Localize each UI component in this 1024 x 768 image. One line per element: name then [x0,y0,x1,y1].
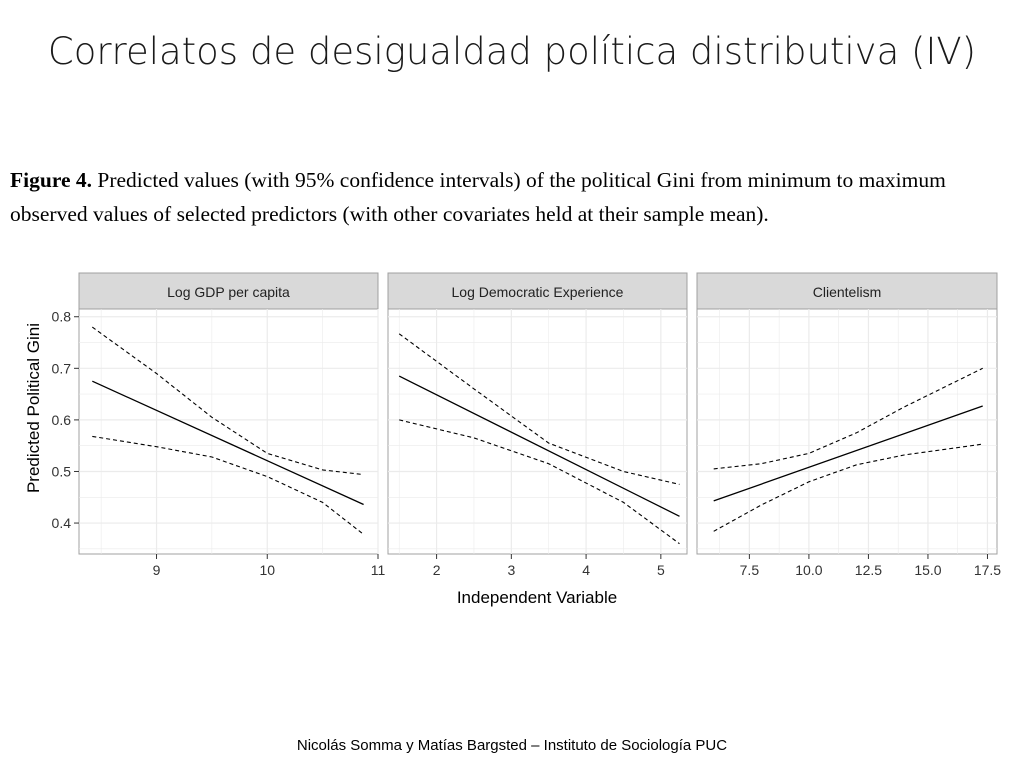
x-tick-label: 7.5 [740,562,760,578]
y-axis: 0.4 0.5 0.6 0.7 0.8 [52,309,79,531]
facet-strip [387,272,688,310]
panel-grid [697,309,997,554]
x-tick-label: 2 [433,562,441,578]
x-tick-label: 10.0 [795,562,822,578]
facet-strip-label: Log Democratic Experience [452,284,624,300]
y-tick-label: 0.8 [52,309,72,325]
figure-caption-text: Predicted values (with 95% confidence in… [10,168,946,226]
facet-strip [78,272,379,310]
fitted-line [713,405,983,502]
panel-background [78,308,379,555]
x-tick-label: 10 [259,562,275,578]
y-tick-label: 0.4 [52,515,72,531]
x-tick-label: 3 [507,562,515,578]
facet-strip-label: Log GDP per capita [167,284,290,300]
figure-caption-label: Figure 4. [10,168,93,192]
y-tick-label: 0.5 [52,463,72,479]
x-tick-label: 5 [657,562,665,578]
chart-panel: Log GDP per capita 9 10 11 [78,272,386,578]
confidence-bound-lower [399,419,680,545]
x-tick-label: 4 [582,562,590,578]
fitted-line [92,380,364,506]
x-tick-label: 12.5 [855,562,882,578]
panel-background [387,308,688,555]
confidence-bound-lower [92,435,364,535]
confidence-bound-upper [91,326,364,476]
fitted-line [398,375,680,517]
panel-grid [79,309,379,554]
slide-title: Correlatos de desigualdad política distr… [47,30,977,73]
confidence-bound-lower [713,443,983,532]
y-axis-label: Predicted Political Gini [24,323,43,493]
x-tick-label: 17.5 [974,562,1001,578]
x-tick-label: 9 [153,562,161,578]
y-tick-label: 0.7 [52,360,72,376]
confidence-bound-upper [713,367,983,470]
chart-panel: Clientelism 7.5 10.0 12.5 15.0 17.5 [696,272,1001,578]
x-tick-label: 15.0 [914,562,941,578]
x-tick-label: 11 [371,562,386,578]
facet-strip-label: Clientelism [813,284,881,300]
facet-strip [696,272,998,310]
chart-panel: Log Democratic Experience 2 3 4 5 [387,272,688,578]
panel-background [696,308,998,555]
y-tick-label: 0.6 [52,412,72,428]
figure-caption: Figure 4. Predicted values (with 95% con… [10,163,1015,231]
confidence-bound-upper [398,333,680,485]
panel-grid [388,309,687,554]
slide-footer: Nicolás Somma y Matías Bargsted – Instit… [296,737,728,754]
x-axis-label: Independent Variable [457,588,617,607]
